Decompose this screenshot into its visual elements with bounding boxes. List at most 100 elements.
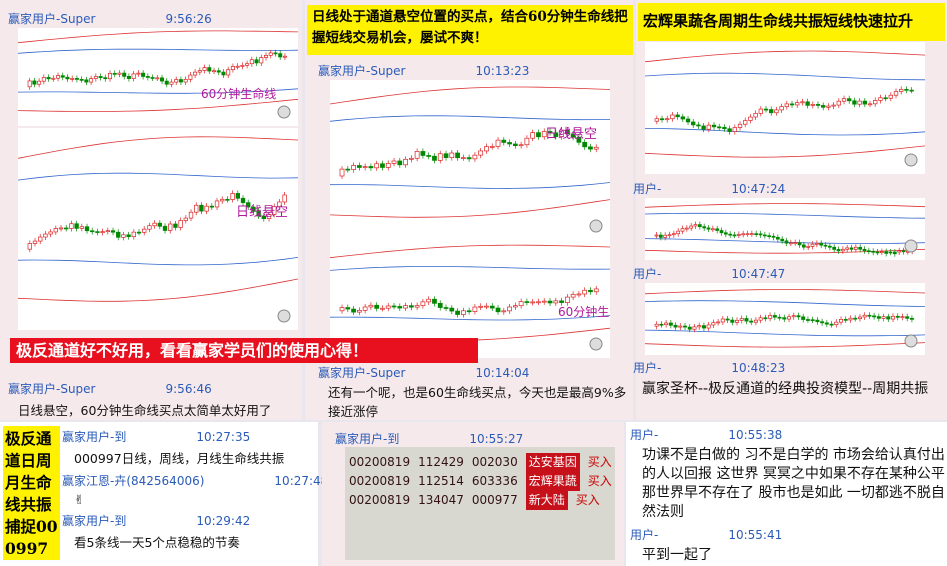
candle <box>909 317 914 320</box>
candle <box>536 132 541 138</box>
candle <box>853 246 858 250</box>
candle <box>763 108 769 111</box>
candle <box>209 205 214 208</box>
candle <box>793 242 798 245</box>
candle <box>426 298 432 303</box>
band-line <box>645 203 925 208</box>
candle <box>164 80 169 85</box>
candle <box>100 231 105 233</box>
candle <box>749 320 754 323</box>
candle <box>380 163 385 168</box>
candle <box>282 194 287 203</box>
zoom-icon <box>589 219 603 233</box>
candle <box>547 131 553 134</box>
candle <box>753 319 758 323</box>
table-cell: 00200819 <box>349 493 411 507</box>
candle <box>489 146 495 148</box>
time: 10:13:23 <box>475 64 530 78</box>
candle <box>443 307 449 309</box>
candle <box>38 236 43 242</box>
candle <box>564 129 570 135</box>
candle <box>408 157 414 160</box>
candle <box>728 233 733 236</box>
header: 用户- 10:48:23 <box>633 359 785 376</box>
candle <box>689 225 694 229</box>
chat: 用户- 10:55:38 功课不是白做的 习不是白学的 市场会给认真付出的人以回报 … <box>630 424 945 565</box>
time: 10:55:27 <box>469 432 524 446</box>
candle <box>89 78 94 83</box>
candle <box>108 73 113 80</box>
candle <box>27 243 32 250</box>
message: 还有一个呢，也是60生命线买点，今天也是最高9%多接近涨停 <box>328 385 627 419</box>
candle <box>706 124 711 130</box>
band-line <box>330 266 610 271</box>
time: 10:55:41 <box>728 528 783 542</box>
candle <box>841 98 847 102</box>
table-cell: 000977 <box>471 493 518 507</box>
candle <box>43 233 48 238</box>
candle <box>524 137 530 146</box>
candle <box>706 227 711 230</box>
candle <box>654 234 659 237</box>
user: 用户- <box>633 267 662 281</box>
candle <box>659 118 665 121</box>
candle <box>697 224 702 227</box>
candle <box>810 243 815 247</box>
candle <box>268 52 273 56</box>
candle <box>362 306 368 311</box>
candle <box>105 230 110 232</box>
candle <box>226 69 231 76</box>
candle <box>748 116 753 121</box>
candle <box>122 72 127 77</box>
chart-label: 日线悬空 <box>545 127 597 142</box>
table-cell: 112514 <box>418 474 464 488</box>
candle <box>737 123 743 128</box>
candle <box>763 317 768 320</box>
time: 10:27:48 <box>274 474 329 488</box>
candle <box>796 315 801 318</box>
chart-label: 60分钟生命线 <box>201 86 276 101</box>
candle <box>112 73 117 75</box>
candle <box>155 77 160 80</box>
candle <box>758 233 763 236</box>
candle <box>692 326 697 330</box>
header: 用户- 10:55:38 <box>630 426 945 443</box>
candle <box>821 105 826 108</box>
candle <box>884 251 889 254</box>
candle <box>687 326 692 330</box>
candle <box>762 234 767 237</box>
candle <box>768 315 773 319</box>
candle <box>559 300 564 303</box>
candle <box>93 76 98 79</box>
candle <box>351 308 356 313</box>
candle <box>680 116 685 120</box>
candle <box>478 150 484 156</box>
candle <box>814 242 819 245</box>
user: 赢家用户-Super <box>318 64 406 78</box>
candle <box>831 104 836 107</box>
candle <box>126 76 131 79</box>
candle <box>121 234 126 238</box>
chart-image: 日线悬空 <box>330 80 610 240</box>
candle <box>79 226 84 229</box>
candle <box>207 67 212 72</box>
candle <box>772 315 777 318</box>
candle <box>888 251 893 254</box>
candle <box>455 310 460 315</box>
candle <box>466 157 472 160</box>
user: 赢家用户-到 <box>62 430 127 444</box>
candle <box>758 108 763 114</box>
user: 赢家用户-Super <box>318 366 406 380</box>
candle <box>432 155 437 161</box>
candle <box>683 325 688 328</box>
candle <box>744 318 749 322</box>
candle <box>472 154 478 160</box>
candle <box>460 310 466 315</box>
candle <box>84 226 90 232</box>
time: 9:56:46 <box>165 382 212 396</box>
candle <box>848 317 853 321</box>
candle <box>834 321 839 326</box>
candle <box>654 323 659 327</box>
candle <box>356 165 362 168</box>
candle <box>478 305 484 308</box>
